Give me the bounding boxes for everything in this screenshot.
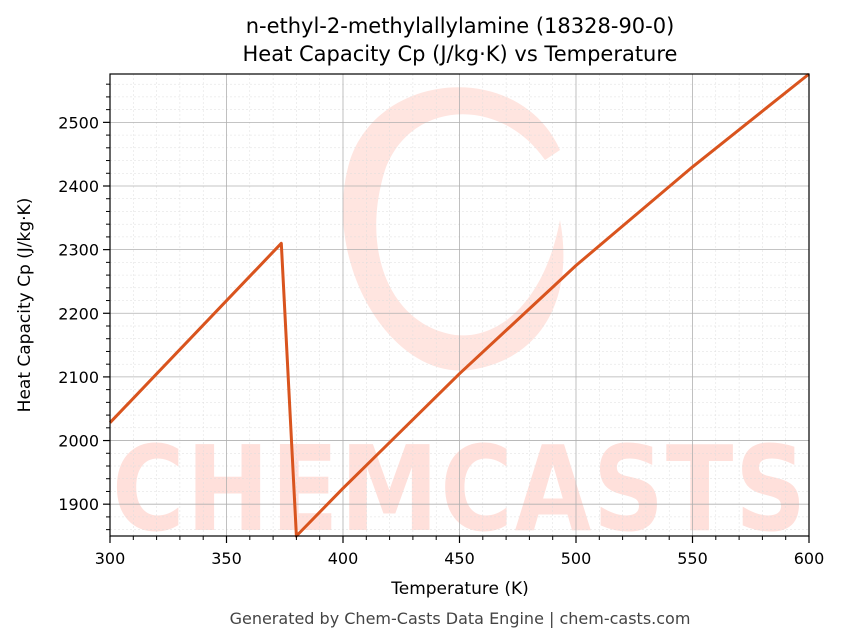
- y-tick-label: 1900: [58, 495, 99, 514]
- y-tick-label: 2100: [58, 368, 99, 387]
- x-tick-label: 350: [211, 549, 242, 568]
- chart-title-line2: Heat Capacity Cp (J/kg·K) vs Temperature: [243, 42, 678, 66]
- y-tick-label: 2300: [58, 241, 99, 260]
- x-tick-label: 550: [677, 549, 708, 568]
- y-axis-ticks: 1900 2000 2100 2200 2300 2400 2500: [58, 83, 110, 531]
- y-tick-label: 2500: [58, 113, 99, 132]
- x-tick-label: 300: [95, 549, 126, 568]
- watermark: CHEMCASTS: [112, 87, 808, 558]
- y-tick-label: 2000: [58, 432, 99, 451]
- watermark-swirl: [342, 87, 564, 371]
- y-tick-label: 2400: [58, 177, 99, 196]
- x-tick-label: 600: [794, 549, 825, 568]
- watermark-text: CHEMCASTS: [112, 420, 808, 558]
- x-tick-label: 500: [561, 549, 592, 568]
- chart-title-line1: n-ethyl-2-methylallylamine (18328-90-0): [246, 14, 675, 38]
- y-tick-label: 2200: [58, 304, 99, 323]
- x-axis-label: Temperature (K): [390, 579, 529, 599]
- x-tick-label: 400: [328, 549, 359, 568]
- x-axis-ticks: 300 350 400 450 500 550 600: [95, 536, 825, 568]
- y-axis-label: Heat Capacity Cp (J/kg·K): [15, 198, 35, 413]
- x-tick-label: 450: [444, 549, 475, 568]
- series-line: [108, 72, 810, 538]
- footer-credit: Generated by Chem-Casts Data Engine | ch…: [230, 609, 691, 628]
